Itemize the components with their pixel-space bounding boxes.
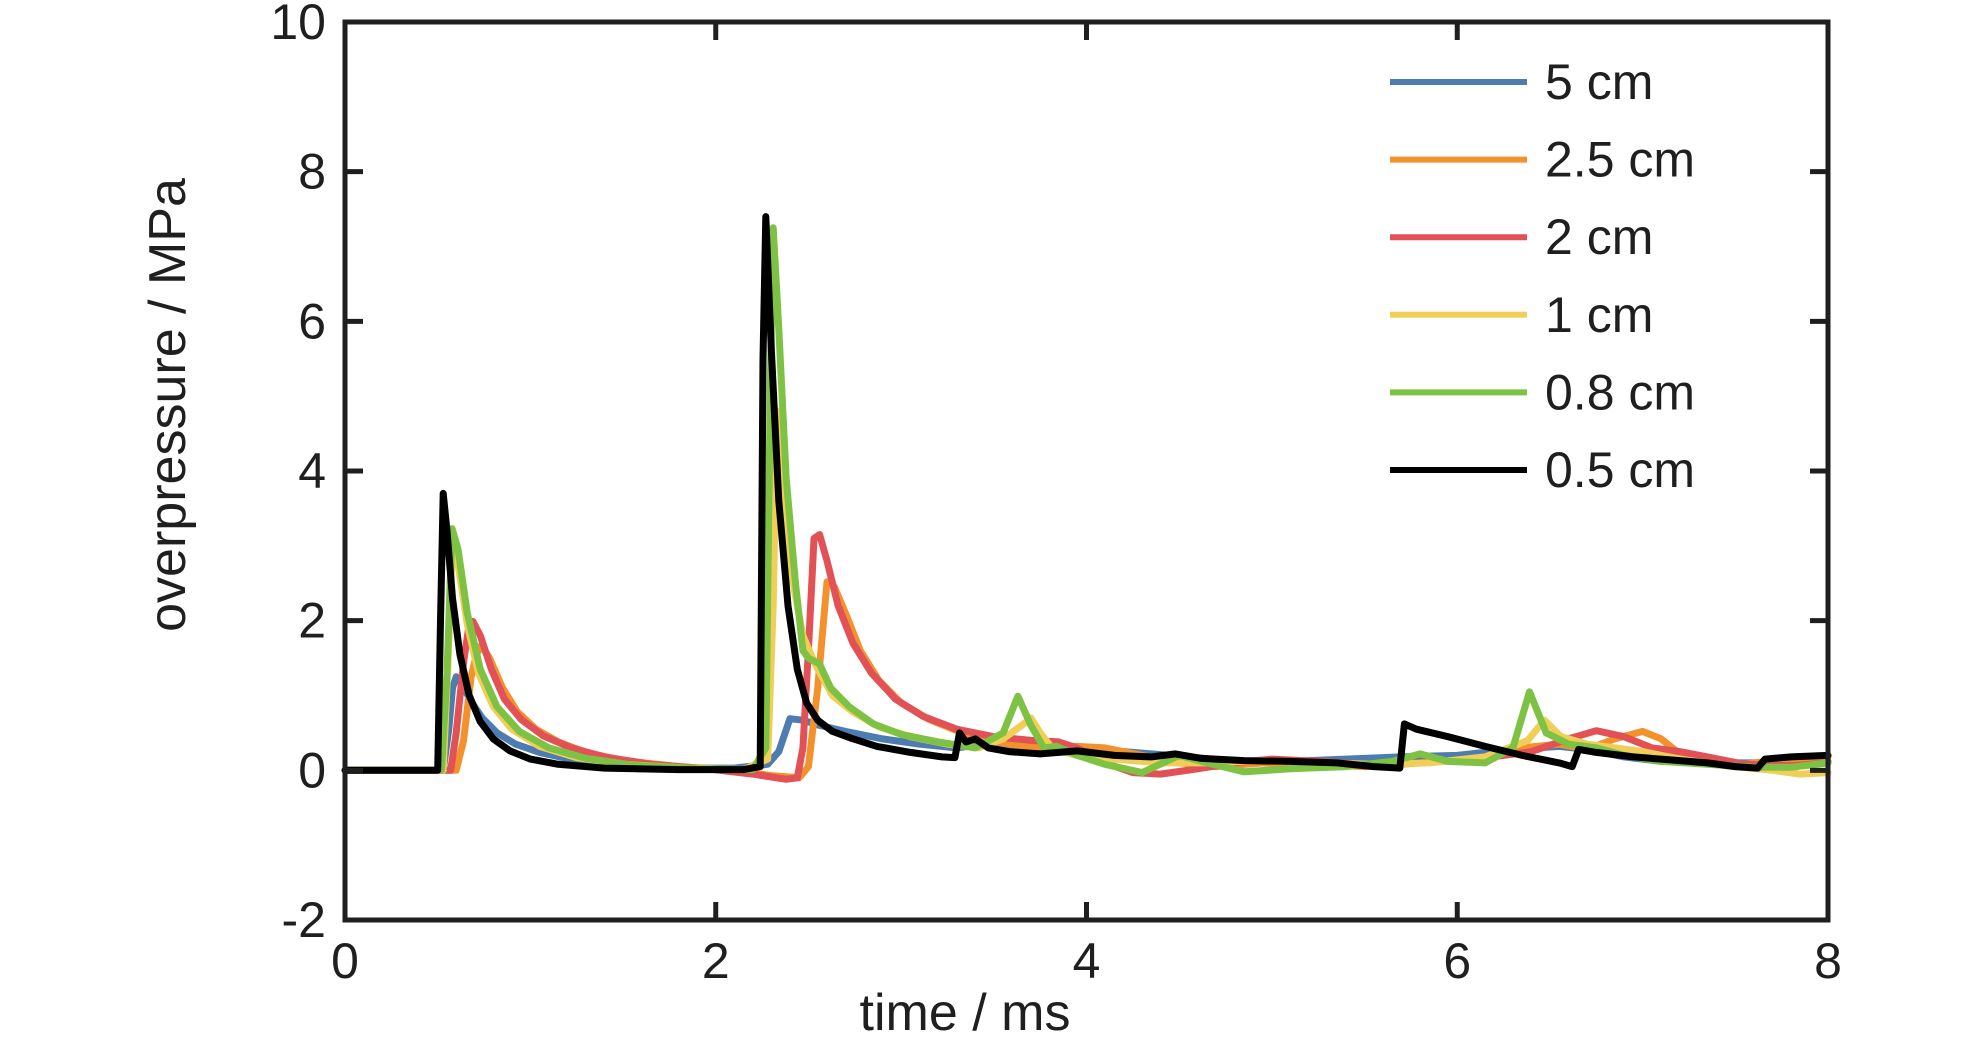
legend-label-1-cm: 1 cm xyxy=(1545,287,1653,343)
y-tick-label: 8 xyxy=(298,144,326,200)
legend-label-0-8-cm: 0.8 cm xyxy=(1545,364,1695,420)
y-tick-label: -2 xyxy=(282,892,326,948)
x-axis-label: time / ms xyxy=(860,984,1071,1042)
series-line-0-8-cm xyxy=(341,224,1832,777)
y-tick-label: 2 xyxy=(298,593,326,649)
series-line-0-5-cm xyxy=(341,213,1832,774)
x-tick-label: 8 xyxy=(1814,933,1842,989)
legend-label-2-5-cm: 2.5 cm xyxy=(1545,132,1695,188)
y-tick-label: 10 xyxy=(270,0,326,50)
x-tick-label: 4 xyxy=(1073,933,1101,989)
legend-label-2-cm: 2 cm xyxy=(1545,209,1653,265)
x-tick-label: 2 xyxy=(702,933,730,989)
legend-label-5-cm: 5 cm xyxy=(1545,54,1653,110)
legend-label-0-5-cm: 0.5 cm xyxy=(1545,442,1695,498)
x-tick-label: 6 xyxy=(1443,933,1471,989)
y-tick-label: 6 xyxy=(298,293,326,349)
y-tick-label: 0 xyxy=(298,742,326,798)
y-axis-label: overpressure / MPa xyxy=(139,178,197,632)
y-tick-label: 4 xyxy=(298,443,326,499)
x-tick-label: 0 xyxy=(331,933,359,989)
series-line-2-cm xyxy=(341,531,1832,783)
